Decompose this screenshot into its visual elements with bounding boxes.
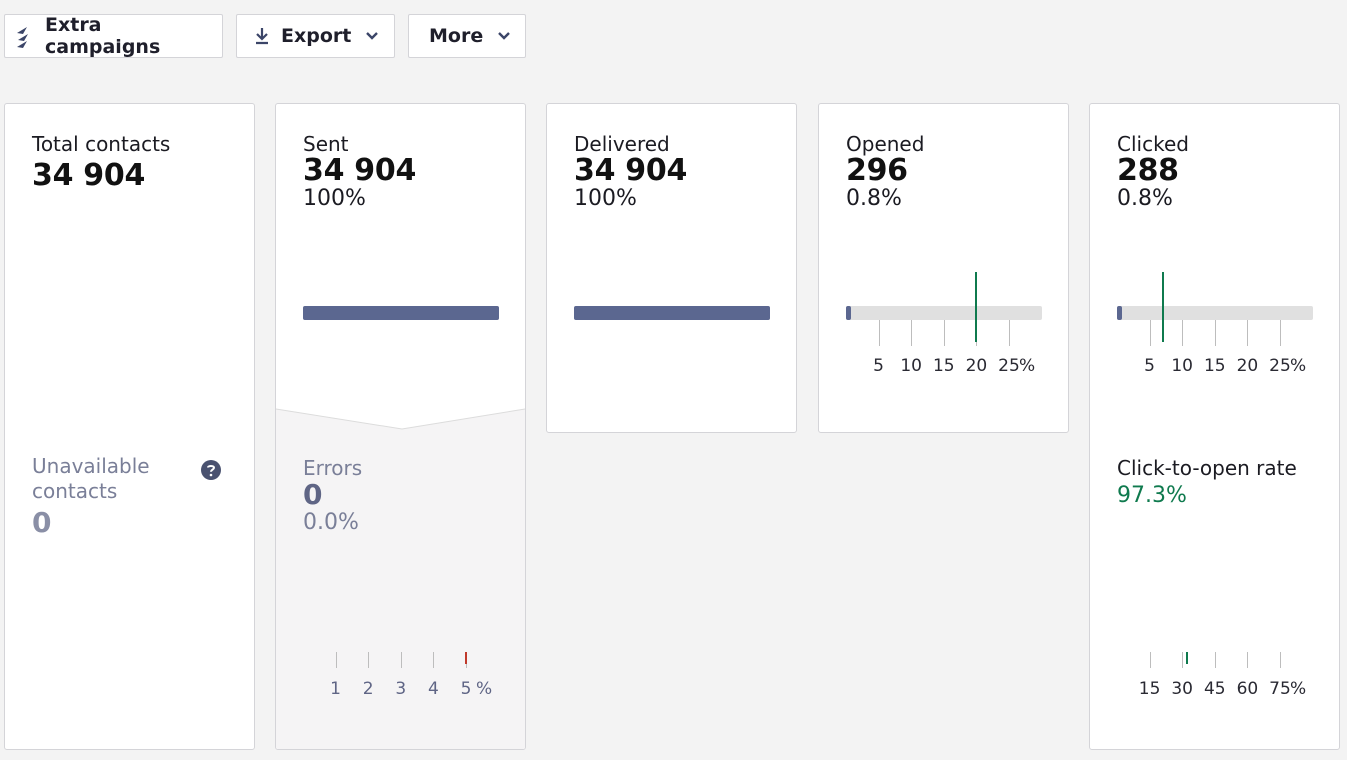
help-icon[interactable]: [201, 460, 221, 484]
scale-tick: [878, 320, 880, 346]
errors-percent: 0.0%: [303, 510, 359, 535]
export-label: Export: [281, 25, 352, 47]
scale-tick-label: 25: [1269, 356, 1291, 376]
opened-scale-fill: [846, 306, 852, 320]
scale-tick-label: 25: [998, 356, 1020, 376]
opened-percent: 0.8%: [846, 186, 902, 211]
scale-tick: [433, 652, 435, 668]
sent-progress-fill: [303, 306, 499, 320]
delivered-value: 34 904: [574, 153, 688, 188]
scale-tick: [1247, 652, 1249, 668]
delivered-label: Delivered: [574, 132, 670, 156]
scale-tick: [1182, 652, 1184, 668]
clicked-scale-fill: [1117, 306, 1123, 320]
scale-tick-label: 15: [1203, 356, 1226, 376]
more-label: More: [429, 25, 484, 47]
scale-tick-label: 2: [362, 679, 374, 699]
clicked-card: Clicked 288 0.8% Click-to-open rate 97.3…: [1089, 103, 1340, 750]
sent-value: 34 904: [303, 153, 417, 188]
export-button[interactable]: Export: [236, 14, 395, 58]
scale-tick-label: 1: [330, 679, 342, 699]
scale-tick: [943, 320, 945, 346]
extra-campaigns-label: Extra campaigns: [45, 14, 161, 58]
total-contacts-card: Total contacts 34 904 Unavailable contac…: [4, 103, 255, 750]
scale-tick: [400, 652, 402, 668]
benchmark-marker: [1185, 652, 1188, 664]
scale-tick: [1182, 320, 1184, 346]
unavailable-contacts-value: 0: [32, 506, 52, 539]
delivered-percent: 100%: [574, 186, 637, 211]
clicked-value: 288: [1117, 153, 1179, 188]
benchmark-marker: [975, 272, 978, 342]
unavailable-contacts-label-line2: contacts: [32, 479, 118, 503]
sent-label: Sent: [303, 132, 349, 156]
scale-tick-label: 4: [427, 679, 439, 699]
scale-tick: [1214, 320, 1216, 346]
campaigns-icon: [13, 23, 35, 49]
chevron-down-icon: [365, 31, 379, 41]
scale-tick-label: 30: [1171, 679, 1194, 699]
scale-tick: [368, 652, 370, 668]
scale-tick: [335, 652, 337, 668]
benchmark-marker: [465, 652, 467, 664]
benchmark-marker: [1161, 272, 1164, 342]
scale-unit-label: %: [476, 679, 493, 699]
clicked-percent: 0.8%: [1117, 186, 1173, 211]
scale-tick-label: 5: [873, 356, 885, 376]
total-contacts-value: 34 904: [32, 158, 146, 193]
extra-campaigns-button[interactable]: Extra campaigns: [4, 14, 223, 58]
scale-tick-label: 10: [1171, 356, 1194, 376]
sent-card: Sent 34 904 100% Errors 0 0.0% 1 2 3 4 5%: [275, 103, 526, 750]
click-to-open-value: 97.3%: [1117, 483, 1187, 508]
scale-tick: [1009, 320, 1010, 346]
scale-tick: [1149, 652, 1151, 668]
download-icon: [253, 26, 271, 46]
opened-scale-track: [846, 306, 1042, 320]
scale-tick: [1247, 320, 1249, 346]
scale-unit-label: %: [1290, 356, 1307, 376]
scale-tick-label: 15: [1138, 679, 1161, 699]
scale-tick: [1149, 320, 1151, 346]
clicked-scale-track: [1117, 306, 1313, 320]
chevron-down-icon: [497, 31, 511, 41]
total-contacts-label: Total contacts: [32, 132, 171, 156]
scale-tick: [1280, 652, 1281, 668]
errors-section-background: [276, 408, 525, 749]
scale-tick-label: 20: [1236, 356, 1259, 376]
scale-unit-label: %: [1019, 356, 1036, 376]
delivered-card: Delivered 34 904 100%: [546, 103, 797, 433]
scale-tick-label: 75: [1269, 679, 1291, 699]
delivered-progress-bar: [574, 306, 770, 320]
unavailable-contacts-label-line1: Unavailable: [32, 454, 150, 478]
scale-tick-label: 3: [395, 679, 407, 699]
click-to-open-label: Click-to-open rate: [1117, 456, 1297, 480]
scale-unit-label: %: [1290, 679, 1307, 699]
clicked-label: Clicked: [1117, 132, 1189, 156]
sent-progress-bar: [303, 306, 499, 320]
more-button[interactable]: More: [408, 14, 526, 58]
scale-tick-label: 10: [900, 356, 923, 376]
scale-tick-label: 5: [1144, 356, 1156, 376]
scale-tick: [1280, 320, 1281, 346]
opened-value: 296: [846, 153, 908, 188]
delivered-progress-fill: [574, 306, 770, 320]
scale-tick: [911, 320, 913, 346]
opened-card: Opened 296 0.8% 5 10 15 20 25%: [818, 103, 1069, 433]
scale-tick-label: 15: [932, 356, 955, 376]
scale-tick: [1214, 652, 1216, 668]
errors-label: Errors: [303, 456, 363, 480]
scale-tick-label: 5: [460, 679, 472, 699]
scale-tick-label: 45: [1203, 679, 1226, 699]
opened-label: Opened: [846, 132, 925, 156]
sent-percent: 100%: [303, 186, 366, 211]
scale-tick-label: 20: [965, 356, 988, 376]
toolbar: Extra campaigns Export More: [4, 14, 526, 58]
errors-value: 0: [303, 478, 323, 511]
scale-tick-label: 60: [1236, 679, 1259, 699]
